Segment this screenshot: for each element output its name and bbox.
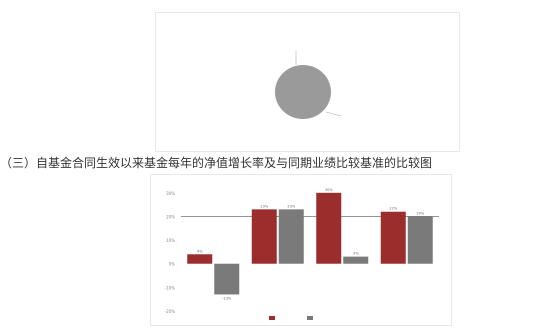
bar: [407, 216, 433, 264]
y-tick-label: -10%: [165, 285, 176, 290]
legend-swatch: [307, 316, 313, 320]
y-tick-label: -20%: [165, 309, 176, 314]
data-label: 23%: [260, 204, 268, 208]
pie-chart: [275, 51, 342, 119]
bar: [214, 263, 240, 295]
bar: [278, 209, 304, 264]
y-tick-label: 30%: [166, 191, 175, 196]
data-label: 22%: [389, 207, 397, 211]
bar: [251, 209, 277, 264]
data-label: -13%: [222, 296, 232, 300]
legend-swatch: [269, 316, 275, 320]
pie-figure: [155, 12, 460, 152]
bar: [343, 256, 369, 264]
bar: [187, 254, 213, 264]
data-label: 3%: [353, 252, 359, 256]
y-tick-label: 20%: [166, 214, 175, 219]
pie-leader-line: [325, 111, 342, 117]
y-tick-label: 10%: [166, 238, 175, 243]
section-heading: （三）自基金合同生效以来基金每年的净值增长率及与同期业绩比较基准的比较图: [0, 156, 433, 170]
data-label: 4%: [197, 249, 203, 253]
bar: [316, 192, 342, 264]
data-label: 30%: [325, 188, 333, 192]
y-tick-label: 0%: [169, 262, 176, 267]
pie-slice: [275, 65, 331, 119]
data-label: 23%: [287, 204, 295, 208]
data-label: 20%: [416, 211, 424, 215]
bar-chart: -20% -10% 0% 10% 20% 30% 4% -13% 23% 23% 30% 3% 22% 2…: [165, 188, 439, 320]
bar: [380, 211, 406, 264]
bar-chart-figure: -20% -10% 0% 10% 20% 30% 4% -13% 23% 23% 30% 3% 22% 2…: [150, 174, 452, 326]
